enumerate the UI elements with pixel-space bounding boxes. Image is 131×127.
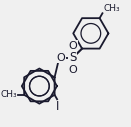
Text: I: I — [56, 100, 59, 114]
Text: O: O — [56, 53, 65, 63]
Text: O: O — [68, 41, 77, 51]
Text: S: S — [69, 51, 76, 64]
Text: CH₃: CH₃ — [103, 4, 120, 13]
Text: CH₃: CH₃ — [1, 90, 17, 99]
Text: O: O — [68, 65, 77, 75]
